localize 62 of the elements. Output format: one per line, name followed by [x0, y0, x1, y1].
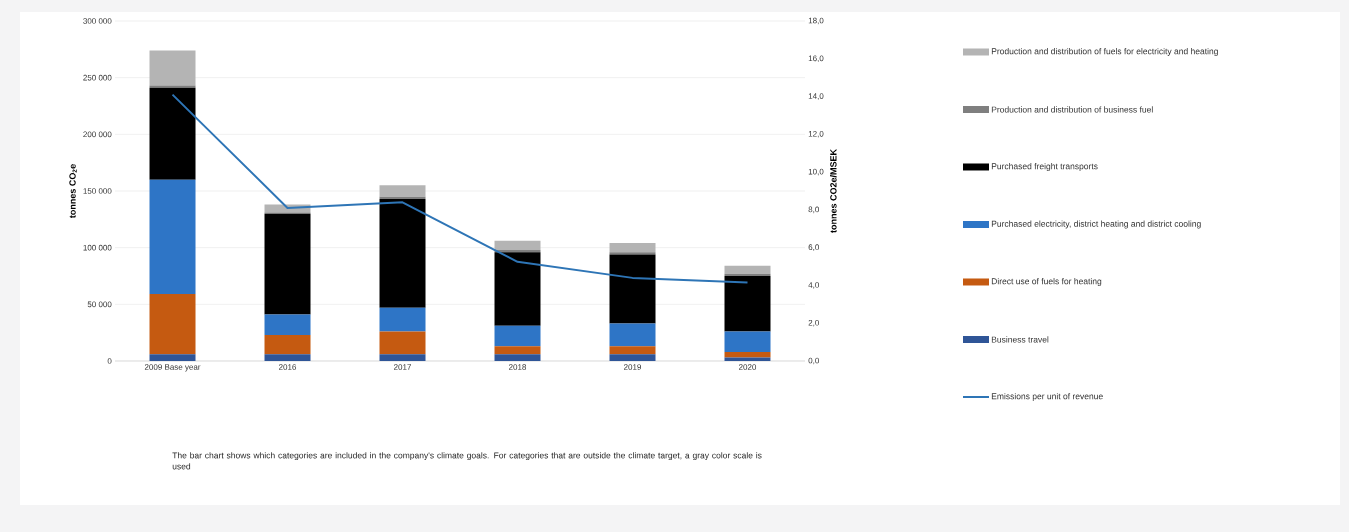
bar: [724, 331, 771, 352]
bar: [494, 346, 541, 355]
x-tick-label: 2018: [509, 364, 527, 370]
bar: [149, 179, 196, 295]
y-tick-label: 200 000: [83, 131, 112, 138]
y-tick-label: 150 000: [83, 188, 112, 194]
y2-tick-label: 10,0: [808, 168, 824, 176]
legend-label: Emissions per unit of revenue: [991, 393, 1103, 401]
bar: [264, 213, 311, 315]
bar: [724, 351, 771, 358]
y2-tick-label: 14,0: [808, 93, 824, 100]
legend-label: Production and distribution of fuels for electricity and heating: [991, 48, 1218, 56]
y-tick-label: 300 000: [83, 18, 112, 24]
y2-tick-label: 0,0: [808, 357, 820, 365]
bar: [609, 354, 656, 361]
bar: [379, 198, 426, 308]
legend-label: Production and distribution of business fuel: [991, 106, 1153, 113]
y-axis-title: tonnes CO$_{2}$e: [69, 164, 77, 219]
bar: [264, 354, 311, 361]
bar: [149, 87, 196, 180]
bar: [609, 243, 656, 253]
bar: [264, 314, 311, 335]
y2-tick-label: 6,0: [808, 244, 820, 251]
bar: [379, 307, 426, 332]
bar: [494, 325, 541, 347]
bar: [264, 334, 311, 355]
legend-label: Purchased freight transports: [991, 163, 1098, 171]
y-tick-label: 100 000: [83, 244, 112, 251]
x-tick-label: 2009 Base year: [144, 364, 201, 372]
bar: [149, 50, 196, 86]
legend-label: Direct use of fuels for heating: [991, 278, 1102, 286]
bar: [379, 185, 426, 197]
y2-tick-label: 4,0: [808, 282, 820, 289]
bar: [494, 354, 541, 361]
y-tick-label: 250 000: [83, 74, 112, 81]
bar: [149, 294, 196, 355]
y2-axis-title: tonnes CO2e/MSEK: [829, 149, 837, 233]
y2-tick-label: 18,0: [808, 17, 824, 25]
bar: [494, 252, 541, 326]
x-tick-label: 2017: [394, 364, 411, 370]
y2-tick-label: 2,0: [808, 319, 820, 327]
line-series: [171, 93, 749, 284]
bar: [609, 346, 656, 355]
bar: [494, 240, 541, 250]
x-tick-label: 2020: [739, 364, 757, 370]
bar: [724, 275, 771, 332]
bar: [379, 331, 426, 355]
legend-label: Purchased electricity, district heating and district cooling: [991, 220, 1201, 229]
y2-tick-label: 12,0: [808, 131, 824, 138]
x-tick-label: 2016: [279, 364, 297, 370]
y2-tick-label: 8,0: [808, 206, 820, 214]
text: The bar chart shows which categories are included in the company's climate goals. For categories that are outside the climate target, a gray color scale is used: [172, 452, 762, 470]
bar: [724, 265, 771, 274]
y2-tick-label: 16,0: [808, 55, 824, 63]
y-tick-label: 0: [107, 358, 112, 364]
bar: [609, 323, 656, 347]
legend-label: Business travel: [991, 336, 1049, 343]
bar: [149, 354, 196, 361]
bar: [609, 254, 656, 324]
bar: [379, 354, 426, 361]
y-tick-label: 50 000: [87, 301, 112, 308]
x-tick-label: 2019: [624, 364, 642, 370]
